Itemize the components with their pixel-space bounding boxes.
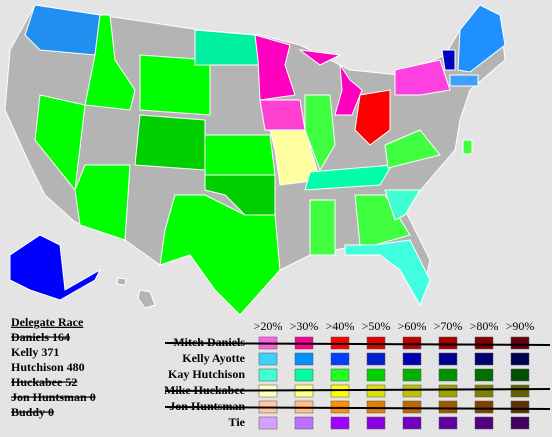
legend-swatch	[510, 368, 530, 382]
state	[462, 139, 473, 155]
state	[259, 99, 306, 131]
state	[394, 59, 451, 96]
legend-header: >70%	[434, 319, 463, 333]
legend-swatch	[474, 352, 494, 366]
state	[24, 4, 101, 56]
delegate-entry: Kelly 371	[11, 345, 59, 359]
legend-swatch	[330, 368, 350, 382]
legend-swatch	[474, 416, 494, 430]
delegate-entry: Huckabee 52	[11, 375, 77, 389]
legend-swatch	[366, 352, 386, 366]
legend-swatch	[402, 368, 422, 382]
legend-swatch	[294, 416, 314, 430]
state	[204, 134, 276, 176]
legend-swatch	[366, 416, 386, 430]
us-map	[4, 4, 506, 316]
state	[134, 114, 206, 171]
state	[344, 239, 431, 307]
legend-swatch	[438, 400, 458, 414]
state	[457, 4, 506, 73]
legend-swatch	[258, 416, 278, 430]
strike-line	[164, 342, 551, 346]
legend-swatch	[402, 416, 422, 430]
state	[354, 194, 411, 246]
legend-swatch	[510, 416, 530, 430]
legend-swatch	[474, 336, 494, 350]
legend-swatch	[438, 416, 458, 430]
legend-header: >80%	[470, 319, 499, 333]
legend: >20% >30% >40% >50% >60% >70% >80% >90% Mitch Da…	[164, 319, 551, 430]
legend-swatch	[366, 336, 386, 350]
legend-swatch	[402, 336, 422, 350]
legend-swatch	[258, 368, 278, 382]
legend-label: Kelly Ayotte	[182, 351, 245, 365]
legend-swatch	[438, 336, 458, 350]
state	[159, 194, 281, 316]
legend-label: Mitch Daniels	[173, 335, 245, 349]
legend-label: Kay Hutchison	[168, 367, 245, 381]
state	[194, 29, 261, 66]
state	[304, 164, 393, 191]
legend-swatch	[366, 400, 386, 414]
legend-swatch	[294, 368, 314, 382]
legend-swatch	[474, 368, 494, 382]
legend-swatch	[402, 384, 422, 398]
legend-swatch	[258, 352, 278, 366]
legend-header: >20%	[254, 319, 283, 333]
state	[74, 164, 131, 241]
delegate-entry: Jon Huntsman 0	[11, 390, 96, 404]
state	[449, 74, 479, 87]
state	[84, 14, 136, 111]
legend-swatch	[474, 384, 494, 398]
state	[334, 63, 363, 116]
delegate-entry: Buddy 0	[11, 405, 54, 419]
strike-line	[164, 406, 551, 410]
legend-swatch	[366, 384, 386, 398]
hawaii	[137, 289, 156, 309]
race-title: Delegate Race	[11, 315, 84, 329]
legend-swatch	[330, 352, 350, 366]
state	[139, 54, 211, 116]
legend-swatch	[402, 352, 422, 366]
state	[441, 49, 456, 71]
legend-swatch	[510, 352, 530, 366]
legend-swatch	[438, 384, 458, 398]
state	[384, 189, 421, 221]
legend-header: >40%	[326, 319, 355, 333]
legend-header: >50%	[362, 319, 391, 333]
alaska	[9, 234, 102, 301]
legend-label: Jon Huntsman	[169, 399, 245, 413]
strike-line	[164, 388, 551, 392]
delegate-entry: Hutchison 480	[11, 360, 85, 374]
state	[354, 89, 391, 146]
legend-swatch	[438, 352, 458, 366]
state	[384, 129, 441, 169]
state	[298, 49, 342, 66]
legend-swatch	[366, 368, 386, 382]
hawaii	[116, 277, 127, 286]
legend-header: >60%	[398, 319, 427, 333]
legend-swatch	[510, 384, 530, 398]
legend-swatch	[402, 400, 422, 414]
legend-swatch	[294, 352, 314, 366]
legend-label: Mike Huckabee	[164, 383, 246, 397]
state	[269, 129, 321, 186]
legend-header: >90%	[506, 319, 535, 333]
legend-swatch	[510, 336, 530, 350]
legend-swatch	[438, 368, 458, 382]
state	[309, 199, 336, 256]
state	[254, 34, 296, 101]
legend-swatch	[474, 400, 494, 414]
delegate-entry: Daniels 164	[11, 330, 70, 344]
legend-swatch	[510, 400, 530, 414]
legend-label: Tie	[229, 415, 246, 429]
legend-swatch	[330, 416, 350, 430]
legend-header: >30%	[290, 319, 319, 333]
state	[304, 94, 336, 172]
